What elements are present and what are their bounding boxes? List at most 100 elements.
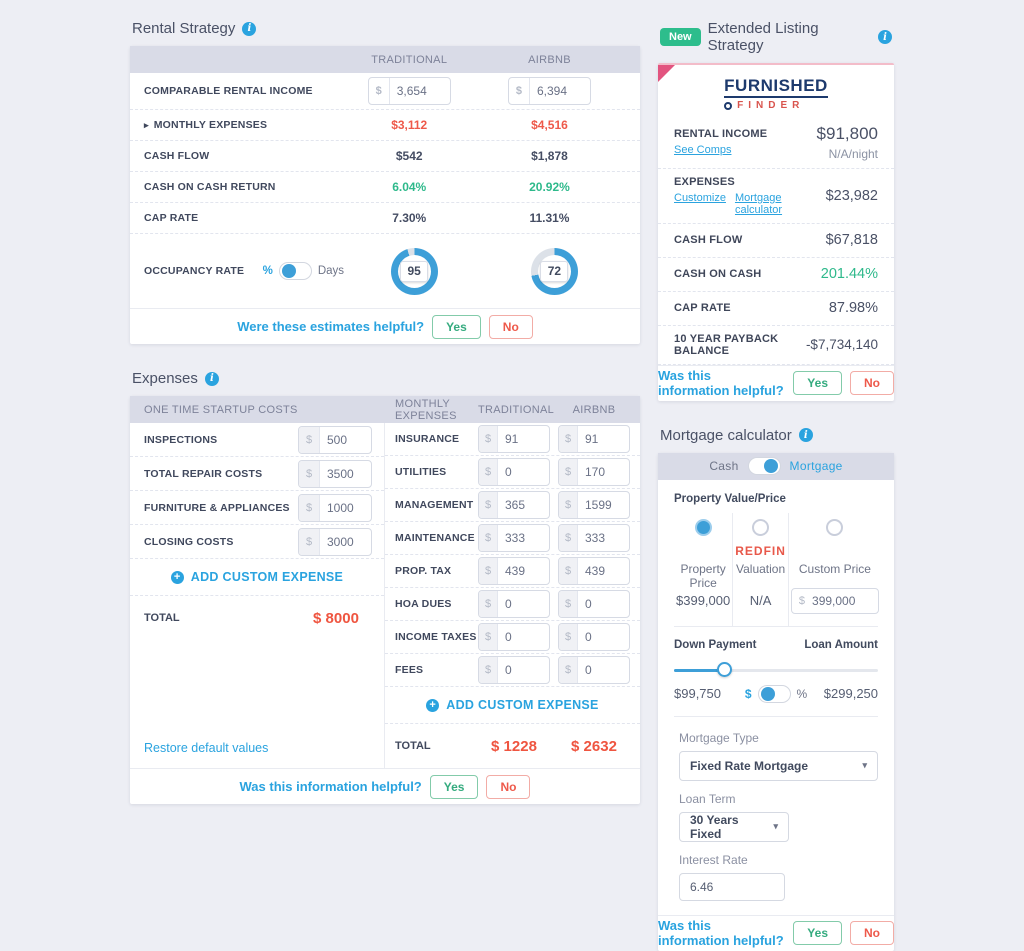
info-icon[interactable] bbox=[798, 428, 813, 443]
info-icon[interactable] bbox=[878, 30, 892, 44]
yes-button[interactable]: Yes bbox=[432, 314, 481, 339]
redfin-valuation-radio[interactable] bbox=[752, 518, 770, 536]
slider-handle[interactable] bbox=[717, 661, 732, 677]
column-header-traditional: TRADITIONAL bbox=[371, 53, 448, 66]
custom-price-input[interactable] bbox=[805, 588, 868, 613]
income-taxes-traditional-input[interactable] bbox=[498, 624, 549, 650]
property-price-radio[interactable] bbox=[694, 518, 712, 536]
utilities-traditional-input[interactable] bbox=[498, 459, 549, 485]
occupancy-traditional-value[interactable]: 95 bbox=[400, 260, 429, 282]
comparable-rental-income-row: COMPARABLE RENTAL INCOME $ $ bbox=[130, 73, 640, 110]
occupancy-rate-row: OCCUPANCY RATE % Days 95 72 bbox=[130, 234, 640, 308]
cash-mortgage-toggle-bar: Cash Mortgage bbox=[658, 452, 894, 480]
no-button[interactable]: No bbox=[488, 314, 533, 339]
feedback-question: Was this information helpful? bbox=[658, 918, 784, 949]
furniture-input[interactable] bbox=[320, 494, 371, 521]
maintenance-airbnb-input[interactable] bbox=[578, 525, 629, 551]
income-airbnb-input[interactable] bbox=[529, 78, 590, 104]
mortgage-title: Mortgage calculator bbox=[660, 426, 792, 444]
cash-on-cash-row: CASH ON CASH 201.44% bbox=[658, 258, 894, 292]
rental-strategy-header: TRADITIONAL AIRBNB bbox=[130, 46, 640, 73]
percent-days-toggle[interactable] bbox=[278, 262, 312, 280]
startup-costs-section: INSPECTIONS $ TOTAL REPAIR COSTS $ FURNI… bbox=[130, 423, 385, 768]
no-button[interactable]: No bbox=[850, 371, 894, 396]
row-label: MONTHLY EXPENSES bbox=[153, 119, 268, 131]
property-value-label: Property Value/Price bbox=[674, 492, 786, 505]
inspections-input[interactable] bbox=[320, 426, 371, 453]
insurance-airbnb-input[interactable] bbox=[578, 426, 629, 452]
mortgage-title-row: Mortgage calculator bbox=[660, 427, 892, 444]
fees-row: FEES $ $ bbox=[385, 654, 640, 687]
mortgage-feedback: Was this information helpful? Yes No bbox=[658, 914, 894, 951]
income-taxes-airbnb-input[interactable] bbox=[578, 624, 629, 650]
utilities-row: UTILITIES $ $ bbox=[385, 456, 640, 489]
hoa-traditional-input[interactable] bbox=[498, 591, 549, 617]
occupancy-donut-airbnb: 72 bbox=[530, 247, 578, 295]
yes-button[interactable]: Yes bbox=[793, 371, 842, 396]
occupancy-airbnb-value[interactable]: 72 bbox=[540, 260, 569, 282]
fees-airbnb-input[interactable] bbox=[578, 657, 629, 683]
right-column: New Extended Listing Strategy FURNISHED … bbox=[658, 10, 894, 951]
currency-prefix: $ bbox=[559, 591, 578, 617]
loan-term-select[interactable]: 30 Years Fixed bbox=[679, 811, 789, 842]
expenses-row: EXPENSES Customize Mortgage calculator $… bbox=[658, 169, 894, 224]
cash-flow-airbnb: $1,878 bbox=[531, 149, 568, 163]
occupancy-unit-toggle-group: % Days bbox=[263, 262, 344, 280]
insurance-traditional-input[interactable] bbox=[498, 426, 549, 452]
currency-prefix: $ bbox=[479, 624, 498, 650]
repair-costs-row: TOTAL REPAIR COSTS $ bbox=[130, 457, 384, 491]
down-payment-section: Down Payment Loan Amount $99,750 $ % $29… bbox=[674, 625, 879, 716]
dollar-percent-toggle[interactable] bbox=[757, 684, 791, 703]
yes-button[interactable]: Yes bbox=[793, 921, 842, 946]
interest-rate-input[interactable] bbox=[679, 872, 785, 901]
see-comps-link[interactable]: See Comps bbox=[674, 144, 732, 157]
coc-traditional: 6.04% bbox=[392, 180, 427, 194]
info-icon[interactable] bbox=[242, 21, 257, 36]
currency-prefix: $ bbox=[559, 492, 578, 518]
expenses-card: ONE TIME STARTUP COSTS MONTHLY EXPENSES … bbox=[130, 396, 640, 804]
expand-monthly-expenses-icon[interactable] bbox=[144, 120, 149, 130]
feedback-question: Was this information helpful? bbox=[658, 368, 784, 399]
prop-tax-traditional-input[interactable] bbox=[498, 558, 549, 584]
restore-defaults-link[interactable]: Restore default values bbox=[144, 741, 269, 755]
expenses-feedback: Was this information helpful? Yes No bbox=[130, 768, 640, 804]
feedback-question: Were these estimates helpful? bbox=[237, 319, 425, 334]
inspections-row: INSPECTIONS $ bbox=[130, 423, 384, 457]
repair-costs-input[interactable] bbox=[320, 460, 371, 487]
new-badge: New bbox=[660, 28, 701, 46]
add-custom-expense-button[interactable]: ADD CUSTOM EXPENSE bbox=[130, 559, 384, 596]
prop-tax-airbnb-input[interactable] bbox=[578, 558, 629, 584]
utilities-airbnb-input[interactable] bbox=[578, 459, 629, 485]
no-button[interactable]: No bbox=[486, 774, 531, 799]
mortgage-type-select[interactable]: Fixed Rate Mortgage bbox=[679, 750, 878, 781]
maintenance-traditional-input[interactable] bbox=[498, 525, 549, 551]
down-payment-slider[interactable] bbox=[674, 661, 878, 678]
yes-button[interactable]: Yes bbox=[429, 774, 479, 799]
hoa-airbnb-input[interactable] bbox=[578, 591, 629, 617]
fees-traditional-input[interactable] bbox=[498, 657, 549, 683]
currency-prefix: $ bbox=[559, 426, 578, 452]
currency-prefix: $ bbox=[479, 591, 498, 617]
info-icon[interactable] bbox=[204, 371, 219, 386]
loan-amount-value: $299,250 bbox=[823, 686, 879, 702]
extended-listing-title-row: New Extended Listing Strategy bbox=[660, 20, 892, 54]
payback-balance-row: 10 YEAR PAYBACK BALANCE -$7,734,140 bbox=[658, 326, 894, 365]
add-custom-expense-button[interactable]: ADD CUSTOM EXPENSE bbox=[385, 687, 640, 724]
income-traditional-input[interactable] bbox=[389, 78, 450, 104]
customize-link[interactable]: Customize bbox=[674, 191, 726, 204]
mortgage-calculator-link[interactable]: Mortgage calculator bbox=[734, 191, 783, 216]
column-header-traditional: TRADITIONAL bbox=[478, 403, 555, 416]
management-traditional-input[interactable] bbox=[498, 492, 549, 518]
management-airbnb-input[interactable] bbox=[578, 492, 629, 518]
custom-price-radio[interactable] bbox=[826, 518, 844, 536]
row-label: CASH ON CASH RETURN bbox=[144, 181, 276, 193]
maintenance-row: MAINTENANCE $ $ bbox=[385, 522, 640, 555]
down-payment-label: Down Payment bbox=[674, 638, 757, 651]
monthly-expenses-section: INSURANCE $ $ UTILITIES $ $ MANAGEMENT $… bbox=[385, 423, 640, 768]
no-button[interactable]: No bbox=[850, 921, 894, 946]
cash-mortgage-toggle[interactable] bbox=[747, 457, 781, 476]
closing-costs-input[interactable] bbox=[320, 528, 371, 555]
currency-prefix: $ bbox=[299, 494, 320, 521]
custom-price-option: Custom Price $ bbox=[787, 512, 881, 626]
unit-days-label: Days bbox=[317, 265, 345, 277]
